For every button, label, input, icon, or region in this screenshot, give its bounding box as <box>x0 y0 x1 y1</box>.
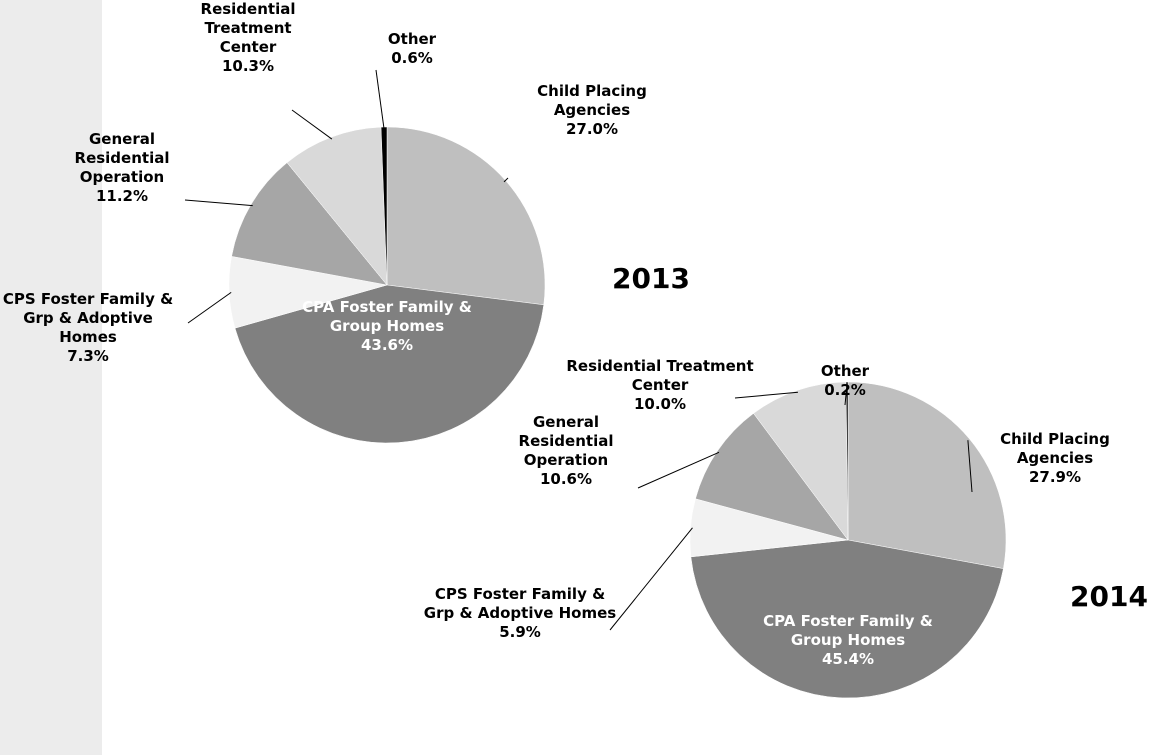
pie-slice <box>231 162 388 286</box>
leader-line <box>503 177 509 183</box>
value-label: 27.9% <box>1028 468 1082 486</box>
leader-line <box>187 291 232 324</box>
slice-label: Child Placing Agencies 27.0% <box>517 82 667 139</box>
value-label: 43.6% <box>360 336 414 354</box>
pie-slice <box>845 381 849 541</box>
leader-line <box>375 69 385 130</box>
category-label: CPA Foster Family & Group Homes <box>763 612 933 649</box>
leader-line <box>967 440 973 493</box>
leader-line <box>734 391 798 399</box>
leader-line <box>184 199 253 207</box>
category-label: CPA Foster Family & Group Homes <box>302 298 472 335</box>
category-label: CPS Foster Family & Grp & Adoptive Homes <box>423 585 617 622</box>
category-label: General Residential Operation <box>74 130 170 186</box>
chart-title: 2013 <box>612 262 690 295</box>
category-label: Residential Treatment Center <box>200 0 296 56</box>
pie-slice <box>753 381 849 541</box>
value-label: 5.9% <box>499 623 541 641</box>
pie-slice <box>847 381 1007 569</box>
slice-label: Other 0.6% <box>377 30 447 68</box>
slice-label: Residential Treatment Center 10.0% <box>565 357 755 414</box>
pie-slice <box>286 126 388 286</box>
category-label: Other <box>387 30 437 48</box>
value-label: 0.2% <box>824 381 866 399</box>
slice-label: CPS Foster Family & Grp & Adoptive Homes… <box>420 585 620 642</box>
category-label: Other <box>820 362 870 380</box>
slice-label: Residential Treatment Center 10.3% <box>188 0 308 76</box>
value-label: 11.2% <box>95 187 149 205</box>
leader-line <box>844 383 848 406</box>
category-label: CPS Foster Family & Grp & Adoptive Homes <box>2 290 174 346</box>
leader-line <box>637 451 720 489</box>
slice-label: General Residential Operation 10.6% <box>501 413 631 489</box>
slice-label: General Residential Operation 11.2% <box>57 130 187 206</box>
side-strip <box>0 0 102 755</box>
value-label: 10.3% <box>221 57 275 75</box>
pie-slice <box>234 284 545 444</box>
category-label: General Residential Operation <box>518 413 614 469</box>
slice-label: Child Placing Agencies 27.9% <box>980 430 1130 487</box>
leader-line <box>291 109 333 140</box>
pie-slice <box>386 126 546 306</box>
slice-label: CPS Foster Family & Grp & Adoptive Homes… <box>0 290 178 366</box>
value-label: 10.6% <box>539 470 593 488</box>
slice-label: CPA Foster Family & Group Homes 45.4% <box>763 612 933 669</box>
value-label: 45.4% <box>821 650 875 668</box>
pie-slice <box>690 539 1004 699</box>
slice-label: Other 0.2% <box>810 362 880 400</box>
value-label: 27.0% <box>565 120 619 138</box>
category-label: Residential Treatment Center <box>566 357 754 394</box>
category-label: Child Placing Agencies <box>537 82 647 119</box>
value-label: 0.6% <box>391 49 433 67</box>
category-label: Child Placing Agencies <box>1000 430 1110 467</box>
chart-title: 2014 <box>1070 580 1148 613</box>
value-label: 7.3% <box>67 347 109 365</box>
leader-line <box>609 527 693 631</box>
slice-label: CPA Foster Family & Group Homes 43.6% <box>302 298 472 355</box>
value-label: 10.0% <box>633 395 687 413</box>
pie-slice <box>695 413 849 541</box>
